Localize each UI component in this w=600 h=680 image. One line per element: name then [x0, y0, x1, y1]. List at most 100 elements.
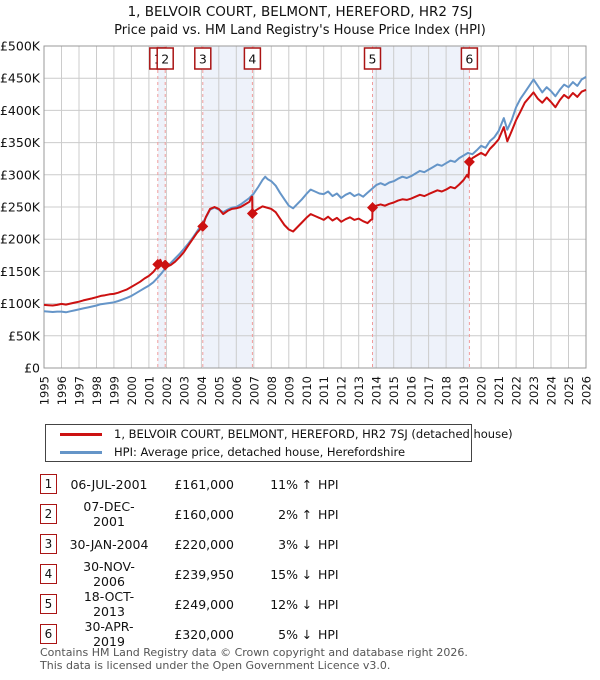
transaction-date: 07-DEC-2001 [83, 499, 135, 529]
hpi-label: HPI [318, 566, 339, 582]
chart-legend: 1, BELVOIR COURT, BELMONT, HEREFORD, HR2… [45, 424, 513, 462]
x-axis-tick-label: 2024 [545, 376, 559, 405]
transaction-marker [152, 258, 164, 270]
footer-line: This data is licensed under the Open Gov… [40, 658, 391, 672]
transaction-price: £161,000 [174, 476, 234, 492]
y-axis-tick-label: £150K [0, 264, 41, 279]
y-axis-tick-label: £400K [0, 103, 41, 118]
y-axis-tick-label: £450K [0, 71, 41, 86]
x-axis-tick-label: 2000 [125, 376, 139, 405]
transaction-price: £160,000 [174, 506, 234, 522]
y-axis-tick-label: £0 [24, 361, 40, 376]
table-row: 4 30-NOV-2006 £239,950 15% ↓ HPI [0, 559, 600, 589]
hpi-label: HPI [318, 536, 339, 552]
y-axis-tick-label: £300K [0, 167, 41, 182]
transaction-date: 18-OCT-2013 [83, 589, 135, 619]
transaction-number-box [460, 47, 479, 70]
hpi-delta-percent: 3% [278, 536, 298, 552]
hpi-delta-percent: 15% [270, 566, 298, 582]
transaction-price: £249,000 [174, 596, 234, 612]
transaction-number: 6 [465, 52, 473, 67]
x-axis-tick-label: 2016 [405, 376, 419, 405]
x-axis-tick-label: 2021 [492, 376, 506, 405]
x-axis-tick-label: 2012 [335, 376, 349, 405]
transaction-marker [463, 156, 475, 168]
y-axis-tick-label: £500K [0, 39, 41, 54]
page-subtitle: Price paid vs. HM Land Registry's House … [114, 23, 486, 38]
x-axis-tick-label: 2001 [142, 376, 156, 405]
transaction-number: 2 [161, 52, 169, 67]
transaction-date: 30-JAN-2004 [69, 536, 149, 552]
x-axis-tick-label: 2005 [212, 376, 226, 405]
x-axis-tick-label: 2002 [160, 376, 174, 405]
x-axis-tick-label: 2022 [510, 376, 524, 405]
hpi-delta-arrow-icon: ↑ [301, 476, 313, 492]
table-row: 5 18-OCT-2013 £249,000 12% ↓ HPI [0, 589, 600, 619]
table-row: 1 06-JUL-2001 £161,000 11% ↑ HPI [0, 469, 600, 499]
y-axis-tick-label: £350K [0, 135, 41, 150]
x-axis-tick-label: 2015 [387, 376, 401, 405]
transaction-date: 30-APR-2019 [84, 619, 134, 649]
transaction-price: £220,000 [174, 536, 234, 552]
x-axis-tick-label: 2013 [352, 376, 366, 405]
transaction-number-box [243, 47, 262, 70]
y-axis-tick-label: £200K [0, 232, 41, 247]
hpi-line [43, 76, 587, 314]
hpi-delta-percent: 5% [278, 626, 298, 642]
transaction-marker [246, 207, 258, 219]
x-axis-tick-label: 1995 [38, 376, 52, 405]
transaction-marker [197, 220, 209, 232]
y-axis-tick-label: £250K [0, 200, 41, 215]
x-axis-tick-label: 2007 [247, 376, 261, 405]
x-axis-tick-label: 2026 [580, 376, 594, 405]
transaction-marker [159, 259, 171, 271]
x-axis-tick-label: 2009 [282, 376, 296, 405]
x-axis-tick-label: 2010 [300, 376, 314, 405]
transaction-number-box [363, 47, 382, 70]
x-axis-tick-label: 2004 [195, 376, 209, 405]
hpi-label: HPI [318, 506, 339, 522]
transaction-number-badge: 3 [40, 534, 57, 554]
legend-label: HPI: Average price, detached house, Here… [114, 445, 406, 459]
transaction-number: 3 [199, 52, 207, 67]
hpi-delta-percent: 2% [278, 506, 298, 522]
footer-line: Contains HM Land Registry data © Crown c… [40, 646, 468, 659]
x-axis-tick-label: 2006 [230, 376, 244, 405]
transaction-number: 4 [248, 52, 256, 67]
transaction-price: £239,950 [174, 566, 234, 582]
transaction-number-box [194, 47, 212, 70]
table-row: 2 07-DEC-2001 £160,000 2% ↑ HPI [0, 499, 600, 529]
transaction-number-badge: 5 [40, 594, 57, 614]
x-axis-tick-label: 2025 [562, 376, 576, 405]
hpi-delta-arrow-icon: ↑ [301, 506, 313, 522]
legend-label: 1, BELVOIR COURT, BELMONT, HEREFORD, HR2… [114, 427, 513, 441]
table-row: 6 30-APR-2019 £320,000 5% ↓ HPI [0, 619, 600, 649]
hpi-delta-arrow-icon: ↓ [301, 626, 313, 642]
x-axis-tick-label: 1997 [73, 376, 87, 405]
legend-item-property: 1, BELVOIR COURT, BELMONT, HEREFORD, HR2… [46, 427, 513, 442]
plot-border [43, 45, 587, 369]
page-title: 1, BELVOIR COURT, BELMONT, HEREFORD, HR2… [127, 4, 473, 20]
transaction-number-badge: 6 [40, 624, 57, 644]
transaction-number-badge: 2 [40, 504, 57, 524]
transaction-number-badge: 1 [40, 474, 57, 494]
property-price-line [43, 88, 587, 307]
x-axis-tick-label: 2023 [527, 376, 541, 405]
license-footer: Contains HM Land Registry data © Crown c… [40, 646, 468, 673]
transaction-number-box [156, 47, 174, 70]
x-axis-tick-label: 1996 [55, 376, 69, 405]
x-axis-tick-label: 2020 [475, 376, 489, 405]
transaction-date: 06-JUL-2001 [70, 476, 148, 492]
x-axis-tick-label: 2008 [265, 376, 279, 405]
hpi-label: HPI [318, 596, 339, 612]
property-line-swatch [60, 432, 102, 436]
price-chart: 123456£0£50K£100K£150K£200K£250K£300K£35… [0, 39, 594, 406]
x-axis-tick-label: 2014 [370, 376, 384, 405]
y-axis-tick-label: £50K [8, 328, 41, 343]
transaction-marker [367, 202, 379, 214]
x-axis-tick-label: 2017 [422, 376, 436, 405]
x-axis-tick-label: 2011 [317, 376, 331, 405]
legend-item-hpi: HPI: Average price, detached house, Here… [46, 445, 471, 460]
transaction-table: 1 06-JUL-2001 £161,000 11% ↑ HPI 2 07-DE… [0, 469, 600, 649]
